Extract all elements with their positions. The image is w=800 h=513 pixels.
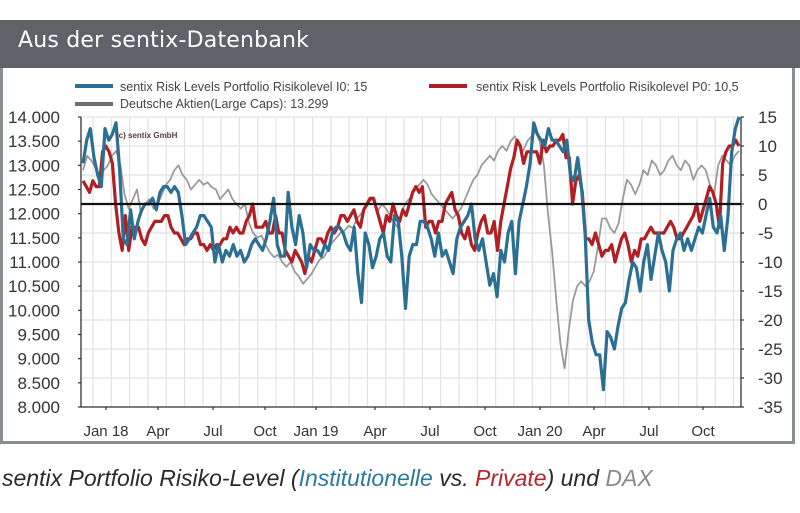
right-tick-label: -15 (758, 282, 783, 301)
left-tick-label: 13.500 (8, 132, 60, 151)
left-tick-label: 8.500 (17, 374, 60, 393)
right-tick-label: 10 (758, 137, 777, 156)
left-tick-label: 12.500 (8, 181, 60, 200)
legend-label-private: sentix Risk Levels Portfolio Risikolevel… (476, 80, 739, 94)
x-tick-label: Apr (582, 423, 605, 440)
right-tick-label: 5 (758, 166, 767, 185)
series-lines (81, 116, 741, 392)
caption-suffix: ) und (546, 465, 606, 491)
left-tick-label: 8.000 (17, 398, 60, 417)
left-tick-label: 10.000 (8, 301, 60, 320)
x-tick-label: Oct (253, 423, 277, 440)
x-tick-label: Jul (203, 423, 222, 440)
caption-institutional: Institutionelle (298, 465, 433, 491)
legend: sentix Risk Levels Portfolio Risikolevel… (75, 80, 739, 111)
left-tick-label: 10.500 (8, 277, 60, 296)
right-tick-label: -35 (758, 398, 783, 417)
series-institutional (81, 116, 741, 392)
left-tick-label: 14.000 (8, 108, 60, 127)
caption-prefix: sentix Portfolio Risiko-Level ( (2, 465, 299, 491)
x-tick-label: Oct (473, 423, 497, 440)
right-tick-label: 0 (758, 195, 767, 214)
header-band: Aus der sentix-Datenbank (0, 20, 800, 68)
caption-dax: DAX (605, 465, 653, 491)
right-tick-label: 15 (758, 108, 777, 127)
right-tick-label: -10 (758, 253, 783, 272)
grid (81, 116, 741, 408)
caption: sentix Portfolio Risiko-Level (Instituti… (2, 465, 653, 492)
axes: 14.000 13.500 13.000 12.500 12.000 11.500 11.0… (8, 108, 783, 440)
x-tick-label: Oct (691, 423, 715, 440)
x-tick-label: Jan 18 (83, 423, 128, 440)
right-tick-label: -25 (758, 340, 783, 359)
header-title: Aus der sentix-Datenbank (18, 28, 310, 53)
legend-label-institutional: sentix Risk Levels Portfolio Risikolevel… (120, 80, 367, 94)
x-tick-label: Jul (420, 423, 439, 440)
right-tick-label: -20 (758, 311, 783, 330)
x-tick-label: Jul (639, 423, 658, 440)
right-tick-label: -30 (758, 369, 783, 388)
x-tick-label: Apr (363, 423, 386, 440)
left-tick-label: 11.000 (9, 253, 60, 272)
legend-label-dax: Deutsche Aktien(Large Caps): 13.299 (120, 97, 329, 111)
right-tick-label: -5 (758, 224, 773, 243)
x-tick-label: Jan 20 (517, 423, 562, 440)
left-tick-label: 9.000 (17, 350, 60, 369)
watermark: (c) sentix GmbH (116, 131, 178, 140)
caption-vs: vs. (432, 465, 475, 491)
caption-private: Private (474, 465, 547, 491)
left-tick-label: 9.500 (17, 326, 60, 345)
left-tick-label: 12.000 (8, 205, 60, 224)
x-tick-label: Jan 19 (293, 423, 338, 440)
left-tick-label: 11.500 (9, 229, 60, 248)
x-tick-label: Apr (146, 423, 169, 440)
left-tick-label: 13.000 (8, 156, 60, 175)
